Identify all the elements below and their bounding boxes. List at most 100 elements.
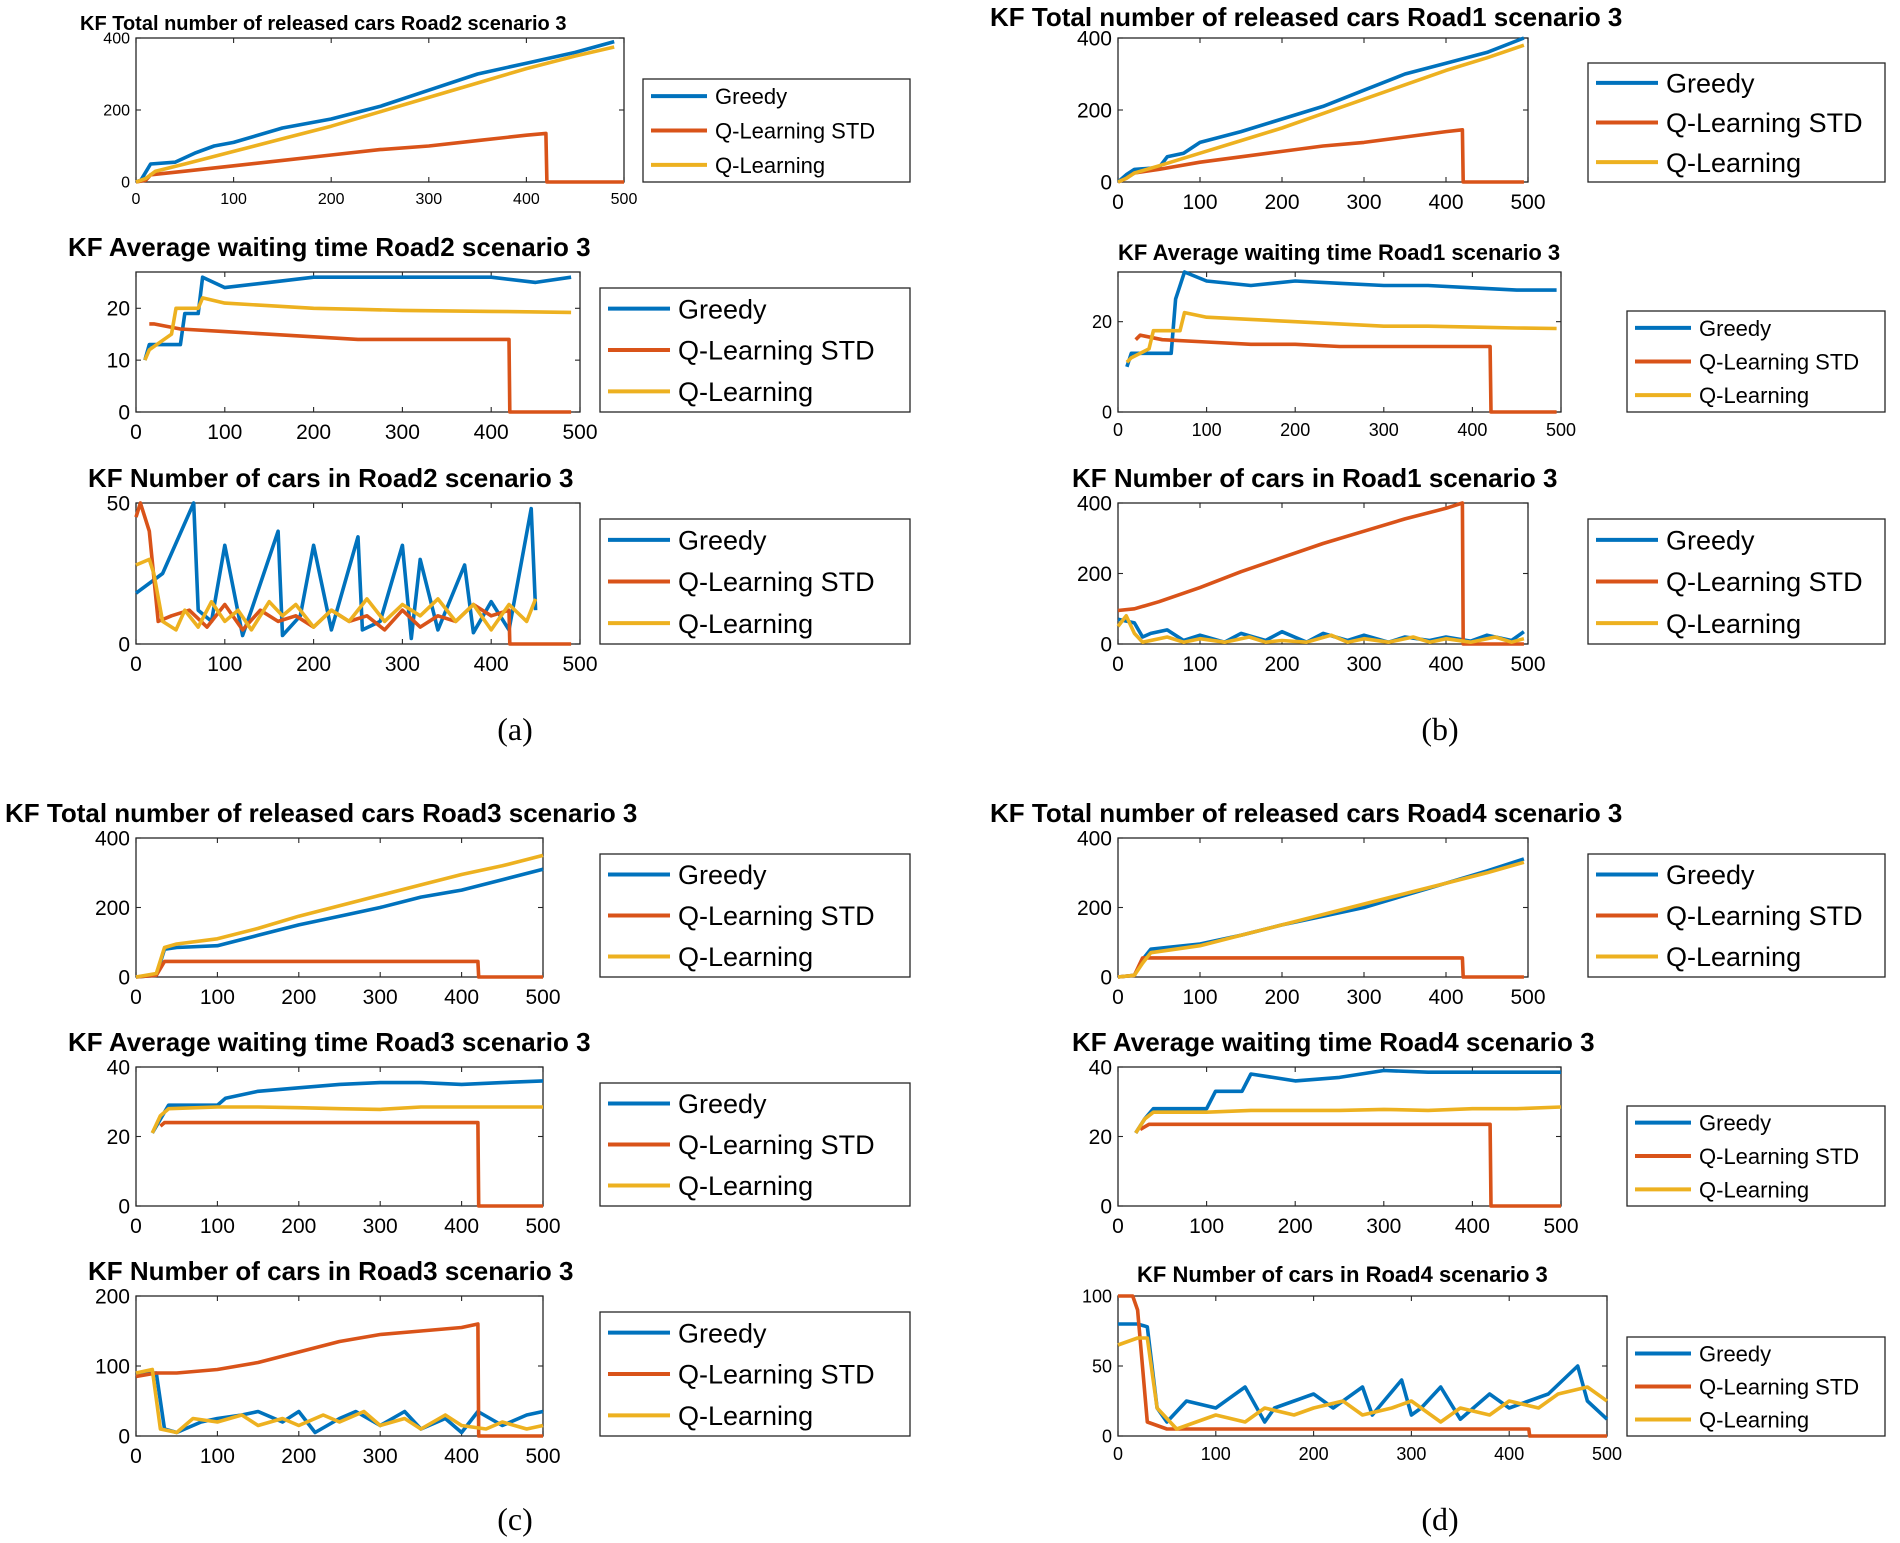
plot-area [1117,837,1529,978]
x-tick-label: 500 [1510,986,1545,1009]
legend-label: Q-Learning [1699,1177,1809,1202]
x-tick-label: 100 [1201,1444,1231,1464]
y-tick-label: 50 [1092,1356,1112,1376]
panel-label-c: (c) [497,1501,533,1537]
x-tick-label: 0 [1113,1444,1123,1464]
x-tick-label: 400 [1428,986,1463,1009]
y-tick-label: 20 [1092,312,1112,332]
x-tick-label: 200 [281,1445,316,1468]
legend-label: Q-Learning [678,377,813,407]
series-line-q-learning-std [159,1120,543,1208]
x-tick-label: 200 [1299,1444,1329,1464]
y-tick-label: 200 [1077,897,1112,920]
x-tick-label: 500 [1510,653,1545,676]
x-tick-label: 0 [1112,986,1124,1009]
y-tick-label: 0 [1100,171,1112,194]
x-tick-label: 100 [1182,191,1217,214]
x-tick-label: 400 [474,421,509,444]
y-tick-label: 0 [118,633,130,656]
legend-label: Greedy [1666,69,1755,99]
legend-label: Q-Learning [678,942,813,972]
x-tick-label: 100 [200,986,235,1009]
x-tick-label: 500 [525,1215,560,1238]
chart-title: KF Total number of released cars Road2 s… [80,13,566,35]
y-tick-label: 0 [118,1425,130,1448]
y-tick-label: 0 [1102,1426,1112,1446]
x-tick-label: 300 [363,986,398,1009]
panel-label-d: (d) [1421,1501,1458,1537]
x-tick-label: 500 [1546,420,1576,440]
plot-area [1117,1295,1608,1437]
legend-label: Q-Learning [1699,1407,1809,1432]
y-tick-label: 40 [1089,1056,1112,1079]
x-tick-label: 300 [1369,420,1399,440]
legend-label: Q-Learning [1666,942,1801,972]
series-line-q-learning-std [149,322,572,414]
chart-title: KF Total number of released cars Road3 s… [5,798,637,828]
chart-title: KF Average waiting time Road2 scenario 3 [68,232,591,262]
y-tick-label: 200 [95,897,130,920]
x-tick-label: 400 [513,191,540,208]
x-tick-label: 100 [207,653,242,676]
legend-label: Q-Learning [1699,383,1809,408]
y-tick-label: 20 [1089,1126,1112,1149]
legend-label: Greedy [1699,316,1771,341]
legend-label: Q-Learning [1666,609,1801,639]
legend-label: Greedy [678,860,767,890]
chart-title: KF Total number of released cars Road4 s… [990,798,1622,828]
x-tick-label: 200 [281,1215,316,1238]
series-line-greedy [143,275,572,361]
x-tick-label: 300 [1346,653,1381,676]
series-line-greedy [150,1079,544,1134]
legend-label: Q-Learning [678,609,813,639]
y-tick-label: 400 [95,827,130,850]
series-line-q-learning [150,1105,543,1134]
y-tick-label: 200 [95,1285,130,1308]
chart-title: KF Number of cars in Road1 scenario 3 [1072,463,1557,493]
series-line-greedy [1134,1068,1561,1134]
panel-label-a: (a) [497,711,533,747]
y-tick-label: 20 [107,1126,130,1149]
y-tick-label: 0 [118,966,130,989]
y-tick-label: 0 [118,1195,130,1218]
chart-d2: KF Average waiting time Road4 scenario 3… [1072,1027,1886,1238]
y-tick-label: 400 [1077,492,1112,515]
x-tick-label: 300 [1346,986,1381,1009]
y-tick-label: 200 [103,103,130,120]
legend-label: Greedy [678,526,767,556]
y-tick-label: 40 [107,1056,130,1079]
series-line-q-learning [1134,1105,1562,1134]
legend-label: Q-Learning STD [1666,567,1863,597]
x-tick-label: 100 [1189,1215,1224,1238]
x-tick-label: 400 [1428,191,1463,214]
chart-title: KF Number of cars in Road2 scenario 3 [88,463,573,493]
x-tick-label: 100 [200,1215,235,1238]
x-tick-label: 200 [1264,191,1299,214]
x-tick-label: 500 [611,191,638,208]
x-tick-label: 500 [562,421,597,444]
chart-b1: KF Total number of released cars Road1 s… [990,2,1886,214]
panel-label-b: (b) [1421,711,1458,747]
x-tick-label: 400 [444,1445,479,1468]
legend-label: Q-Learning STD [678,336,875,366]
legend-label: Q-Learning STD [1699,1144,1859,1169]
series-line-q-learning [135,557,538,632]
series-line-q-learning [135,45,615,184]
legend-label: Q-Learning [1666,148,1801,178]
x-tick-label: 0 [130,653,142,676]
chart-d3: KF Number of cars in Road4 scenario 3 0 10… [1082,1262,1886,1464]
series-line-q-learning [135,853,544,979]
x-tick-label: 300 [385,421,420,444]
y-tick-label: 0 [118,401,130,424]
chart-title: KF Average waiting time Road3 scenario 3 [68,1027,591,1057]
legend-label: Q-Learning STD [678,1360,875,1390]
x-tick-label: 300 [385,653,420,676]
x-tick-label: 300 [1396,1444,1426,1464]
x-tick-label: 300 [1366,1215,1401,1238]
x-tick-label: 100 [1182,653,1217,676]
y-tick-label: 100 [1082,1286,1112,1306]
x-tick-label: 0 [1112,653,1124,676]
legend-label: Q-Learning STD [1699,1374,1859,1399]
chart-b3: KF Number of cars in Road1 scenario 3 0 10… [1072,463,1886,676]
